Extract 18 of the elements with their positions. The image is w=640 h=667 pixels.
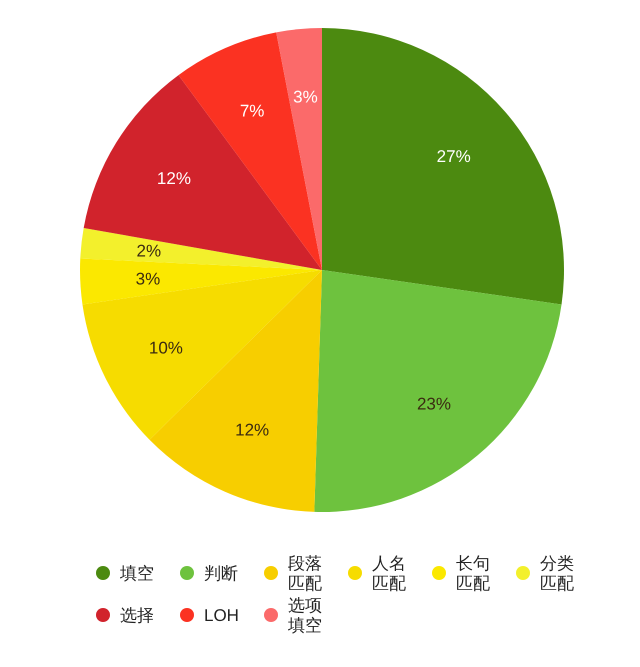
legend-label: LOH xyxy=(204,606,239,625)
data-label: 3% xyxy=(136,269,160,288)
legend-label: 判断 xyxy=(204,564,238,583)
data-label: 2% xyxy=(136,242,162,261)
legend-label: 段落匹配 xyxy=(288,554,322,593)
legend-label: 填空 xyxy=(119,564,154,583)
legend-label: 选择 xyxy=(120,606,154,625)
data-label: 10% xyxy=(148,338,183,358)
legend-label: 分类匹配 xyxy=(540,554,574,593)
data-label: 23% xyxy=(416,394,452,414)
legend-label: 选项填空 xyxy=(287,596,322,635)
data-label: 27% xyxy=(436,146,471,166)
legend-label: 人名匹配 xyxy=(372,554,406,593)
data-label: 3% xyxy=(293,88,318,107)
legend-label: 长句匹配 xyxy=(456,554,490,593)
data-label: 7% xyxy=(240,101,264,120)
data-label: 12% xyxy=(156,169,191,188)
data-label: 12% xyxy=(235,420,270,440)
